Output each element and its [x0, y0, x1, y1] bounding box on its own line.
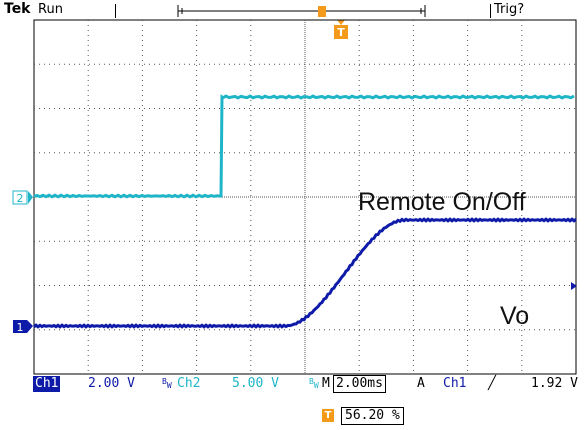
brand-label: Tek — [4, 1, 31, 17]
trigger-level: 1.92 V — [531, 376, 578, 391]
ch1-waveform — [33, 217, 577, 329]
rising-edge-icon: ╱ — [488, 376, 496, 391]
record-bracket — [177, 5, 426, 17]
header-divider — [490, 4, 491, 18]
graticule-grid — [34, 20, 576, 374]
timebase-prefix: M — [322, 376, 330, 391]
ch2-ground-marker[interactable]: 2 — [12, 190, 33, 205]
ch1-marker-label: 1 — [17, 321, 24, 334]
trigger-marker-glyph: T — [337, 26, 345, 39]
ch2-waveform — [33, 94, 575, 199]
ch2-scale: 5.00 V — [232, 376, 279, 391]
trigger-mode: A — [417, 376, 425, 391]
vo-label: Vo — [500, 302, 530, 330]
trigger-level-arrow[interactable] — [571, 282, 577, 290]
header-divider — [115, 4, 116, 18]
trigger-status: Trig? — [494, 2, 525, 17]
ch1-readout-name[interactable]: Ch1 — [33, 376, 61, 392]
ch1-scale: 2.00 V — [88, 376, 135, 391]
bw-limit-icon: BW — [162, 377, 172, 390]
bw-limit-icon: BW — [309, 377, 319, 390]
ch2-readout-name[interactable]: Ch2 — [177, 376, 201, 391]
ch1-ground-marker[interactable]: 1 — [13, 320, 33, 334]
ch2-marker-label: 2 — [17, 192, 24, 205]
timebase-value[interactable]: 2.00ms — [333, 375, 386, 393]
run-state: Run — [38, 2, 63, 17]
remote-on-off-label: Remote On/Off — [358, 188, 526, 216]
trigger-position-icon: T — [322, 409, 334, 422]
trigger-position-marker[interactable]: T — [334, 20, 348, 39]
trigger-source[interactable]: Ch1 — [443, 376, 467, 391]
trigger-position-percent: 56.20 % — [341, 407, 404, 425]
